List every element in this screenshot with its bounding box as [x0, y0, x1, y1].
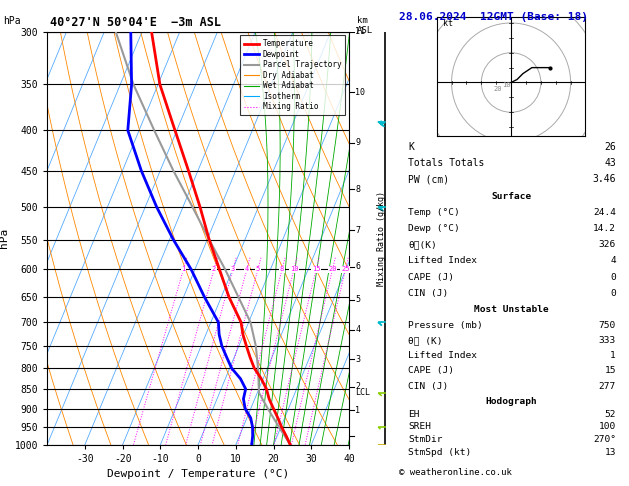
Text: 4: 4 [355, 325, 360, 334]
Text: © weatheronline.co.uk: © weatheronline.co.uk [399, 468, 512, 477]
Text: 0: 0 [610, 273, 616, 281]
Text: CAPE (J): CAPE (J) [408, 273, 454, 281]
Text: Pressure (mb): Pressure (mb) [408, 321, 483, 330]
Legend: Temperature, Dewpoint, Parcel Trajectory, Dry Adiabat, Wet Adiabat, Isotherm, Mi: Temperature, Dewpoint, Parcel Trajectory… [240, 35, 345, 115]
Text: SREH: SREH [408, 422, 431, 432]
Text: 11: 11 [355, 27, 365, 36]
Text: CIN (J): CIN (J) [408, 382, 448, 391]
Text: 3: 3 [355, 355, 360, 364]
Text: 326: 326 [599, 240, 616, 249]
Text: Surface: Surface [491, 191, 531, 201]
Text: 10: 10 [290, 266, 298, 273]
Text: Lifted Index: Lifted Index [408, 351, 477, 360]
Text: 10: 10 [502, 82, 511, 88]
Text: km
ASL: km ASL [357, 16, 373, 35]
Text: 43: 43 [604, 158, 616, 168]
Text: Lifted Index: Lifted Index [408, 257, 477, 265]
Text: 9: 9 [355, 139, 360, 147]
Text: 3.46: 3.46 [593, 174, 616, 184]
Text: 4: 4 [245, 266, 249, 273]
Text: LCL: LCL [355, 388, 370, 397]
Text: PW (cm): PW (cm) [408, 174, 450, 184]
Text: 40°27'N 50°04'E  −3m ASL: 40°27'N 50°04'E −3m ASL [50, 16, 221, 29]
Text: 25: 25 [341, 266, 350, 273]
Y-axis label: hPa: hPa [0, 228, 9, 248]
Text: 15: 15 [312, 266, 320, 273]
Text: 26: 26 [604, 142, 616, 153]
Text: 0: 0 [610, 289, 616, 298]
Text: 20: 20 [493, 87, 502, 92]
X-axis label: Dewpoint / Temperature (°C): Dewpoint / Temperature (°C) [107, 469, 289, 479]
Text: 52: 52 [604, 410, 616, 418]
Text: 20: 20 [328, 266, 337, 273]
Text: θᴄ (K): θᴄ (K) [408, 336, 443, 345]
Text: 100: 100 [599, 422, 616, 432]
Text: K: K [408, 142, 415, 153]
Text: 333: 333 [599, 336, 616, 345]
Text: 10: 10 [355, 88, 365, 97]
Text: 3: 3 [231, 266, 235, 273]
Text: Temp (°C): Temp (°C) [408, 208, 460, 217]
Text: 2: 2 [355, 382, 360, 391]
Text: Most Unstable: Most Unstable [474, 305, 548, 314]
Text: 4: 4 [610, 257, 616, 265]
Text: 8: 8 [280, 266, 284, 273]
Text: 15: 15 [604, 366, 616, 375]
Text: hPa: hPa [3, 16, 21, 26]
Text: kt: kt [443, 19, 453, 28]
Text: 1: 1 [355, 406, 360, 415]
Text: 1: 1 [610, 351, 616, 360]
Text: θᴄ(K): θᴄ(K) [408, 240, 437, 249]
Text: CIN (J): CIN (J) [408, 289, 448, 298]
Text: EH: EH [408, 410, 420, 418]
Text: 5: 5 [256, 266, 260, 273]
Text: 13: 13 [604, 448, 616, 457]
Text: 7: 7 [355, 226, 360, 235]
Text: 1: 1 [181, 266, 186, 273]
Text: 8: 8 [355, 185, 360, 194]
Text: Dewp (°C): Dewp (°C) [408, 224, 460, 233]
Text: 14.2: 14.2 [593, 224, 616, 233]
Text: 750: 750 [599, 321, 616, 330]
Text: CAPE (J): CAPE (J) [408, 366, 454, 375]
Text: Hodograph: Hodograph [485, 397, 537, 406]
Text: 277: 277 [599, 382, 616, 391]
Text: 2: 2 [212, 266, 216, 273]
Text: 28.06.2024  12GMT (Base: 18): 28.06.2024 12GMT (Base: 18) [399, 12, 588, 22]
Text: StmSpd (kt): StmSpd (kt) [408, 448, 472, 457]
Text: 6: 6 [355, 262, 360, 271]
Text: 24.4: 24.4 [593, 208, 616, 217]
Text: 270°: 270° [593, 435, 616, 444]
Text: 5: 5 [355, 295, 360, 304]
Text: StmDir: StmDir [408, 435, 443, 444]
Text: Mixing Ratio (g/kg): Mixing Ratio (g/kg) [377, 191, 386, 286]
Text: Totals Totals: Totals Totals [408, 158, 485, 168]
